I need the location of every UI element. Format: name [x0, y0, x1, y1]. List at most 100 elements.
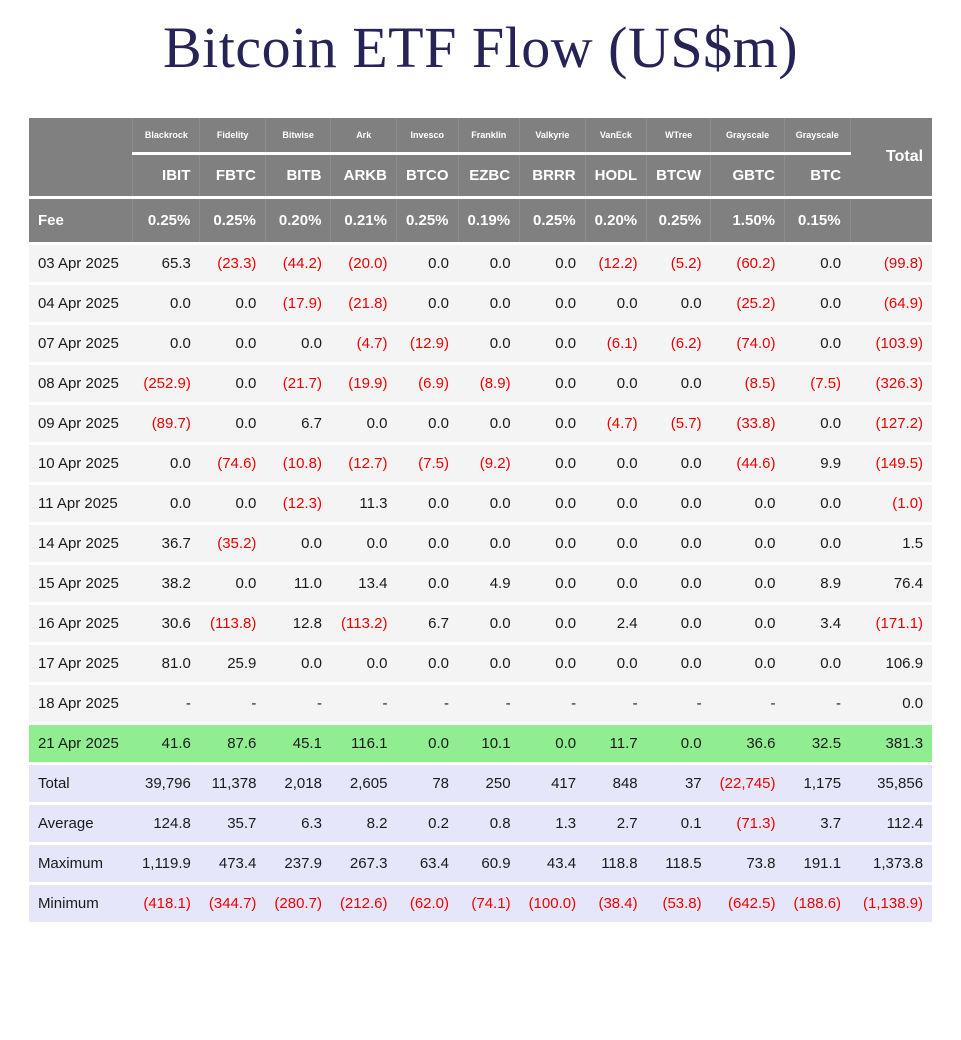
value-cell: - [784, 683, 851, 726]
value-cell: 116.1 [330, 723, 397, 766]
value-cell: 63.4 [396, 843, 459, 886]
value-cell: 0.0 [396, 403, 459, 446]
value-cell: 0.0 [199, 283, 266, 326]
value-cell: 8.9 [784, 563, 851, 606]
value-cell: (53.8) [646, 883, 711, 926]
value-cell: (74.0) [710, 323, 785, 366]
value-cell: 13.4 [330, 563, 397, 606]
value-cell: 237.9 [265, 843, 331, 886]
value-cell: (44.2) [265, 243, 331, 286]
value-cell: 0.0 [710, 563, 785, 606]
table-row: 16 Apr 2025 30.6 (113.8) 12.8 (113.2) 6.7 0.0 0… [28, 603, 933, 646]
provider-header-gbtc: Grayscale [710, 117, 786, 156]
value-cell: 2.4 [585, 603, 647, 646]
value-cell: 0.0 [132, 323, 200, 366]
value-cell: 0.0 [199, 563, 266, 606]
value-cell: (7.5) [396, 443, 459, 486]
provider-header-hodl: VanEck [585, 117, 648, 156]
table-row: 04 Apr 2025 0.0 0.0 (17.9) (21.8) 0.0 0.0 0.0 0.… [28, 283, 933, 326]
row-date: 18 Apr 2025 [28, 683, 133, 726]
table-row: 09 Apr 2025 (89.7) 0.0 6.7 0.0 0.0 0.0 0.0 (4.7)… [28, 403, 933, 446]
total-cell: (1.0) [850, 483, 933, 526]
value-cell: 0.0 [646, 723, 711, 766]
value-cell: (38.4) [585, 883, 647, 926]
value-cell: 0.0 [265, 323, 331, 366]
value-cell: - [646, 683, 711, 726]
value-cell: 0.0 [199, 323, 266, 366]
value-cell: 0.0 [585, 283, 647, 326]
value-cell: 11,378 [199, 763, 266, 806]
value-cell: 0.0 [784, 243, 851, 286]
provider-header-row: Blackrock Fidelity Bitwise Ark Invesco Frankl… [28, 117, 933, 200]
value-cell: 32.5 [784, 723, 851, 766]
value-cell: 1,175 [784, 763, 851, 806]
value-cell: - [132, 683, 200, 726]
value-cell: 1.3 [519, 803, 586, 846]
value-cell: 417 [519, 763, 586, 806]
total-cell: 1,373.8 [850, 843, 933, 886]
row-date: 14 Apr 2025 [28, 523, 133, 566]
value-cell: 0.0 [458, 603, 520, 646]
value-cell: 0.0 [519, 403, 586, 446]
value-cell: 0.0 [519, 243, 586, 286]
value-cell: (20.0) [330, 243, 397, 286]
fee-total-blank-cell [850, 197, 933, 246]
value-cell: 0.2 [396, 803, 459, 846]
value-cell: 0.0 [330, 403, 397, 446]
value-cell: (19.9) [330, 363, 397, 406]
ticker-header-gbtc: GBTC [710, 153, 786, 200]
total-cell: (99.8) [850, 243, 933, 286]
value-cell: (23.3) [199, 243, 266, 286]
ticker-header-brrr: BRRR [519, 153, 586, 200]
value-cell: (12.9) [396, 323, 459, 366]
total-cell: 106.9 [850, 643, 933, 686]
value-cell: (418.1) [132, 883, 200, 926]
row-date: 11 Apr 2025 [28, 483, 133, 526]
value-cell: 0.0 [646, 363, 711, 406]
value-cell: 2.7 [585, 803, 647, 846]
row-date: 03 Apr 2025 [28, 243, 133, 286]
row-date: 09 Apr 2025 [28, 403, 133, 446]
value-cell: 0.0 [458, 403, 520, 446]
fee-row-label: Fee [28, 197, 134, 246]
summary-row: Minimum (418.1) (344.7) (280.7) (212.6) (62.0… [28, 883, 933, 926]
value-cell: 0.0 [458, 483, 520, 526]
value-cell: 10.1 [458, 723, 520, 766]
value-cell: 0.0 [519, 643, 586, 686]
value-cell: 0.0 [646, 603, 711, 646]
row-date: 15 Apr 2025 [28, 563, 133, 606]
value-cell: (21.8) [330, 283, 397, 326]
value-cell: 0.0 [585, 443, 647, 486]
value-cell: 0.0 [784, 523, 851, 566]
value-cell: - [396, 683, 459, 726]
fee-btcw: 0.25% [646, 197, 712, 246]
value-cell: 41.6 [132, 723, 200, 766]
value-cell: 2,605 [330, 763, 397, 806]
summary-label: Maximum [28, 843, 133, 886]
ticker-header-hodl: HODL [585, 153, 648, 200]
value-cell: 0.0 [519, 563, 586, 606]
value-cell: (5.7) [646, 403, 711, 446]
ticker-header-btco: BTCO [396, 153, 459, 200]
value-cell: 87.6 [199, 723, 266, 766]
fee-header-row: Fee 0.25% 0.25% 0.20% 0.21% 0.25% 0.19% 0.25% 0.… [28, 197, 933, 246]
value-cell: 6.7 [265, 403, 331, 446]
value-cell: - [710, 683, 785, 726]
fee-bitb: 0.20% [265, 197, 332, 246]
value-cell: (252.9) [132, 363, 200, 406]
value-cell: 1,119.9 [132, 843, 200, 886]
value-cell: 191.1 [784, 843, 851, 886]
value-cell: 12.8 [265, 603, 331, 646]
table-row-highlighted: 21 Apr 2025 41.6 87.6 45.1 116.1 0.0 10.1 0.0 11… [28, 723, 933, 766]
row-date: 07 Apr 2025 [28, 323, 133, 366]
value-cell: 124.8 [132, 803, 200, 846]
value-cell: (8.5) [710, 363, 785, 406]
table-row: 10 Apr 2025 0.0 (74.6) (10.8) (12.7) (7.5) (9.… [28, 443, 933, 486]
value-cell: 0.0 [710, 523, 785, 566]
value-cell: 0.0 [519, 283, 586, 326]
value-cell: 25.9 [199, 643, 266, 686]
value-cell: (89.7) [132, 403, 200, 446]
value-cell: 473.4 [199, 843, 266, 886]
fee-ibit: 0.25% [132, 197, 201, 246]
total-cell: 381.3 [850, 723, 933, 766]
